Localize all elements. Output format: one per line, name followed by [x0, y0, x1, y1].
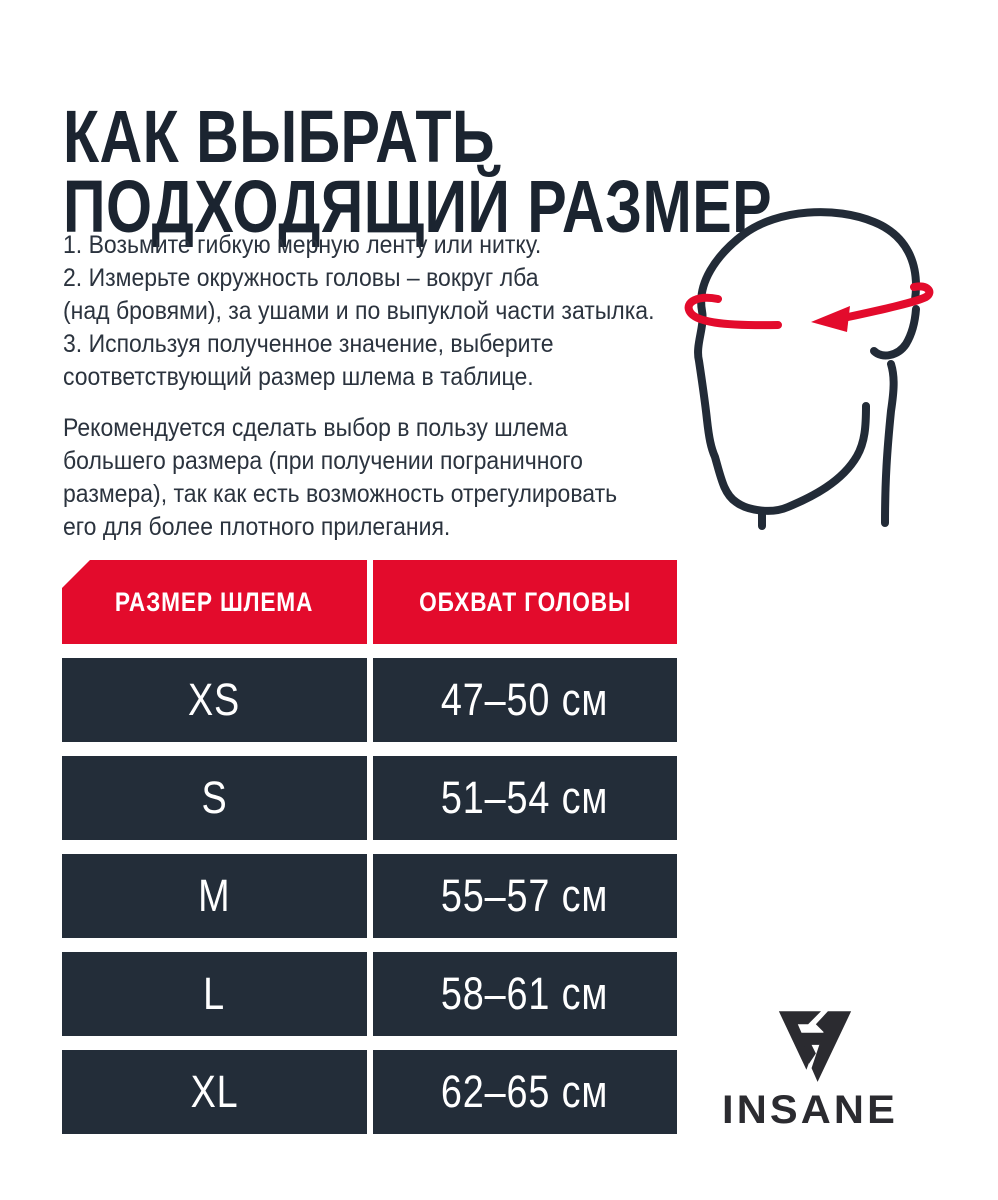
page-title: КАК ВЫБРАТЬ ПОДХОДЯЩИЙ РАЗМЕР [63, 94, 773, 248]
table-row-m-circumference: 55–57 см [373, 854, 677, 938]
recommendation-text: Рекомендуется сделать выбор в пользу шле… [63, 412, 707, 544]
table-header-circumference-label: ОБХВАТ ГОЛОВЫ [419, 586, 631, 617]
recommendation-line: Рекомендуется сделать выбор в пользу шле… [63, 414, 568, 442]
insane-triangle-logo-icon [778, 1011, 852, 1082]
step-line: 2. Измерьте окружность головы – вокруг л… [63, 264, 539, 292]
table-row-xl-size: XL [62, 1050, 367, 1134]
table-row-xs-size: XS [62, 658, 367, 742]
table-header-circumference: ОБХВАТ ГОЛОВЫ [373, 560, 677, 644]
circumference-value: 51–54 см [441, 772, 609, 823]
brand-wordmark: INSANE [722, 1088, 898, 1132]
recommendation-line: большего размера (при получении погранич… [63, 447, 583, 475]
table-header-size: РАЗМЕР ШЛЕМА [62, 560, 367, 644]
table-row-s-circumference: 51–54 см [373, 756, 677, 840]
size-value: M [198, 870, 231, 921]
step-line: соответствующий размер шлема в таблице. [63, 363, 534, 391]
size-value: S [201, 772, 228, 823]
ear-outline [870, 305, 920, 360]
table-row-xl-circumference: 62–65 см [373, 1050, 677, 1134]
size-table: РАЗМЕР ШЛЕМА ОБХВАТ ГОЛОВЫ XS 47–50 см S… [62, 560, 677, 1134]
recommendation-line: размера), так как есть возможность отрег… [63, 480, 618, 508]
measuring-tape-arrow-shaft [844, 282, 934, 321]
circumference-value: 47–50 см [441, 674, 609, 725]
measuring-tape-band [684, 293, 782, 330]
table-header-size-label: РАЗМЕР ШЛЕМА [115, 586, 314, 617]
table-row-m-size: M [62, 854, 367, 938]
neck-line [881, 360, 898, 527]
size-value: XL [190, 1066, 239, 1117]
table-row-l-size: L [62, 952, 367, 1036]
circumference-value: 62–65 см [441, 1066, 609, 1117]
measurement-steps: 1. Возьмите гибкую мерную ленту или нитк… [63, 229, 707, 394]
circumference-value: 55–57 см [441, 870, 609, 921]
table-row-xs-circumference: 47–50 см [373, 658, 677, 742]
head-measurement-illustration-icon [684, 208, 934, 530]
table-row-s-size: S [62, 756, 367, 840]
step-line: 1. Возьмите гибкую мерную ленту или нитк… [63, 231, 542, 259]
measuring-tape-arrowhead [811, 306, 850, 332]
size-value: L [203, 968, 226, 1019]
step-line: (над бровями), за ушами и по выпуклой ча… [63, 297, 655, 325]
size-value: XS [188, 674, 241, 725]
head-outline [694, 208, 920, 515]
circumference-value: 58–61 см [441, 968, 609, 1019]
recommendation-line: его для более плотного прилегания. [63, 513, 451, 541]
table-row-l-circumference: 58–61 см [373, 952, 677, 1036]
step-line: 3. Используя полученное значение, выбери… [63, 330, 554, 358]
